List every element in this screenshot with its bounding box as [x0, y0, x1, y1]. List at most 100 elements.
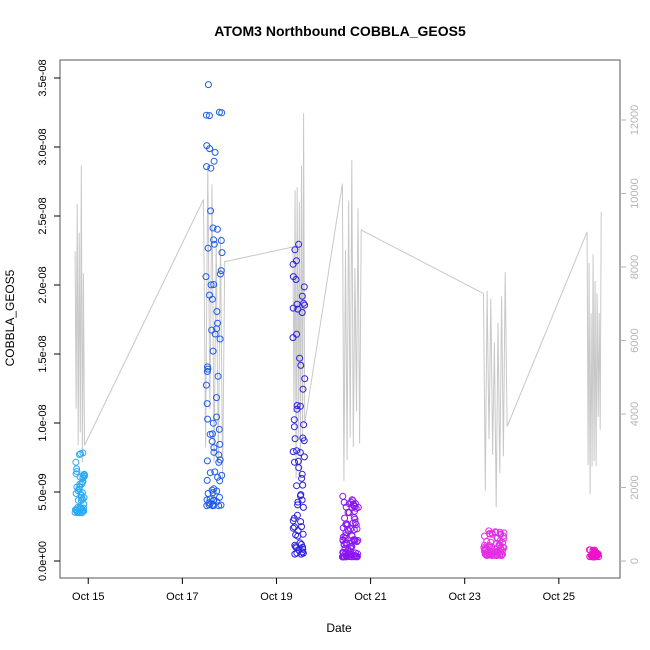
y2-tick-label: 6000: [629, 328, 641, 352]
data-point: [297, 361, 305, 369]
data-point: [210, 448, 218, 456]
data-point: [216, 440, 224, 448]
data-point: [291, 458, 298, 466]
x-tick-label: Oct 21: [354, 591, 386, 603]
data-point: [351, 507, 358, 515]
y2-tick-label: 0: [629, 558, 641, 564]
data-point: [206, 469, 214, 477]
data-point: [486, 530, 493, 538]
data-point: [217, 267, 225, 275]
data-point: [203, 400, 211, 408]
data-point: [290, 423, 298, 431]
data-point: [296, 354, 304, 362]
data-point: [291, 523, 298, 531]
data-point: [339, 492, 347, 500]
data-point: [77, 497, 85, 504]
data-point: [295, 464, 303, 472]
x-tick-label: Oct 17: [166, 591, 198, 603]
data-point: [485, 527, 493, 535]
x-axis-label: Date: [326, 621, 352, 635]
data-point: [293, 330, 301, 338]
data-point: [79, 478, 86, 486]
data-point: [593, 550, 601, 558]
data-point: [493, 551, 501, 559]
data-point: [72, 490, 80, 497]
chart-title: ATOM3 Northbound COBBLA_GEOS5: [214, 23, 466, 39]
data-point: [215, 425, 223, 433]
data-point: [589, 553, 596, 561]
data-point: [299, 481, 307, 489]
data-point: [204, 490, 212, 497]
data-point: [296, 492, 304, 500]
data-point: [496, 551, 504, 559]
data-point: [218, 109, 226, 117]
data-point: [500, 544, 508, 552]
x-tick-label: Oct 15: [72, 591, 104, 603]
data-point: [339, 553, 347, 561]
data-point: [294, 501, 302, 509]
data-point: [72, 458, 80, 466]
data-point: [216, 456, 224, 464]
y-tick-label: 3.0e-08: [37, 128, 49, 165]
data-point: [500, 529, 508, 537]
data-point: [210, 497, 218, 505]
data-point: [301, 301, 309, 309]
data-point: [211, 148, 219, 156]
data-point: [216, 477, 224, 485]
data-point: [348, 543, 356, 551]
data-point: [79, 449, 87, 457]
data-point: [339, 537, 347, 544]
data-point: [293, 447, 301, 455]
data-point: [204, 244, 212, 252]
data-point: [208, 437, 216, 445]
data-point: [350, 526, 358, 534]
altitude-line: [74, 113, 602, 508]
data-point: [213, 413, 221, 421]
data-point: [289, 448, 297, 456]
y-tick-label: 1.5e-08: [37, 335, 49, 372]
data-point: [294, 305, 302, 313]
data-point: [344, 525, 352, 533]
data-point: [209, 224, 217, 232]
data-point: [292, 257, 300, 265]
data-point: [482, 545, 490, 553]
data-point: [207, 207, 215, 215]
data-point: [208, 295, 216, 303]
y-tick-label: 2.5e-08: [37, 197, 49, 234]
y2-tick-label: 10000: [629, 178, 641, 209]
data-point: [209, 347, 217, 355]
data-point: [295, 240, 303, 248]
data-point: [348, 504, 356, 511]
data-point: [344, 508, 352, 516]
data-point: [204, 415, 212, 423]
data-point: [202, 273, 210, 281]
data-point: [291, 246, 299, 254]
data-point: [76, 503, 84, 511]
data-point: [214, 319, 221, 327]
data-point: [585, 546, 593, 554]
data-point: [210, 485, 218, 493]
y-tick-label: 2.0e-08: [37, 266, 49, 303]
data-point: [208, 326, 216, 334]
x-tick-label: Oct 25: [543, 591, 575, 603]
data-point: [298, 523, 305, 531]
data-point: [339, 548, 347, 556]
data-point: [301, 375, 309, 383]
data-point: [209, 419, 217, 427]
data-point: [211, 468, 219, 476]
plot-area: Oct 15 Oct 17 Oct 19 Oct 21 Oct 23 Oct 25 0.0e…: [37, 59, 641, 603]
data-point: [300, 453, 308, 461]
data-point: [205, 112, 213, 120]
data-point: [292, 276, 300, 283]
data-point: [348, 538, 356, 546]
data-point: [206, 291, 213, 299]
data-point: [295, 546, 303, 554]
data-point: [202, 111, 210, 119]
y-tick-label: 0.0e+00: [37, 541, 49, 581]
data-point: [343, 553, 351, 561]
data-point: [298, 309, 306, 316]
data-point: [203, 457, 211, 465]
data-point: [210, 157, 218, 165]
data-point: [209, 500, 217, 508]
data-point: [289, 304, 297, 312]
